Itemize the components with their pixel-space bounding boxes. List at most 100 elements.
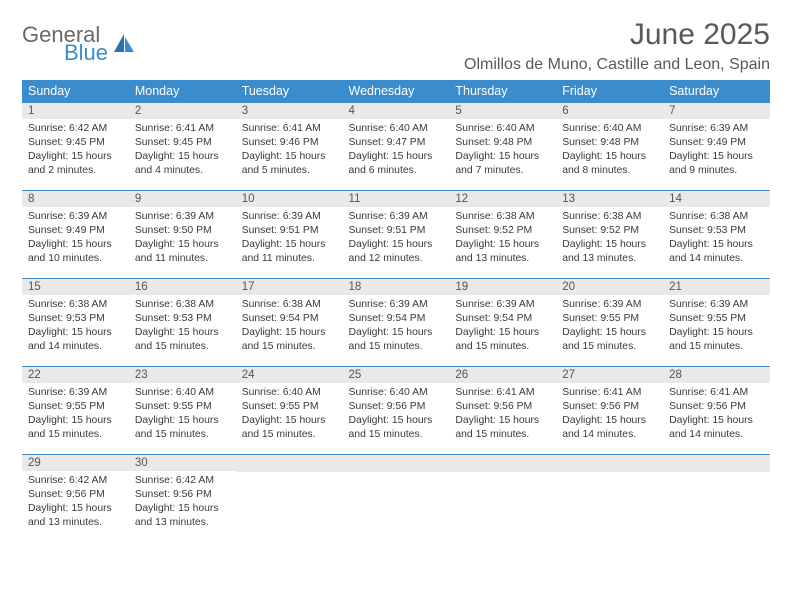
day-number: 12 [449, 191, 556, 207]
calendar-cell [449, 455, 556, 543]
day-details: Sunrise: 6:40 AMSunset: 9:55 PMDaylight:… [236, 383, 343, 446]
day-details: Sunrise: 6:40 AMSunset: 9:48 PMDaylight:… [556, 119, 663, 182]
day-number: 28 [663, 367, 770, 383]
logo: General Blue [22, 24, 136, 64]
header: General Blue June 2025 Olmillos de Muno,… [22, 18, 770, 74]
calendar-cell: 9Sunrise: 6:39 AMSunset: 9:50 PMDaylight… [129, 191, 236, 279]
day-number: 19 [449, 279, 556, 295]
day-details: Sunrise: 6:38 AMSunset: 9:53 PMDaylight:… [663, 207, 770, 270]
day-details: Sunrise: 6:38 AMSunset: 9:54 PMDaylight:… [236, 295, 343, 358]
logo-text: General Blue [22, 24, 108, 64]
calendar-cell: 29Sunrise: 6:42 AMSunset: 9:56 PMDayligh… [22, 455, 129, 543]
calendar-cell: 10Sunrise: 6:39 AMSunset: 9:51 PMDayligh… [236, 191, 343, 279]
day-number: 25 [343, 367, 450, 383]
calendar-cell: 23Sunrise: 6:40 AMSunset: 9:55 PMDayligh… [129, 367, 236, 455]
weekday-header: Friday [556, 80, 663, 103]
day-number: 2 [129, 103, 236, 119]
weekday-header: Tuesday [236, 80, 343, 103]
calendar-cell: 24Sunrise: 6:40 AMSunset: 9:55 PMDayligh… [236, 367, 343, 455]
calendar-cell: 20Sunrise: 6:39 AMSunset: 9:55 PMDayligh… [556, 279, 663, 367]
month-title: June 2025 [464, 18, 770, 52]
day-number: 4 [343, 103, 450, 119]
calendar-cell: 7Sunrise: 6:39 AMSunset: 9:49 PMDaylight… [663, 103, 770, 191]
day-details: Sunrise: 6:39 AMSunset: 9:55 PMDaylight:… [663, 295, 770, 358]
day-details: Sunrise: 6:40 AMSunset: 9:48 PMDaylight:… [449, 119, 556, 182]
day-details: Sunrise: 6:39 AMSunset: 9:54 PMDaylight:… [343, 295, 450, 358]
empty-day [343, 455, 450, 472]
day-number: 8 [22, 191, 129, 207]
day-details: Sunrise: 6:41 AMSunset: 9:46 PMDaylight:… [236, 119, 343, 182]
day-number: 11 [343, 191, 450, 207]
page: General Blue June 2025 Olmillos de Muno,… [0, 0, 792, 561]
empty-day [663, 455, 770, 472]
day-details: Sunrise: 6:39 AMSunset: 9:54 PMDaylight:… [449, 295, 556, 358]
sail-icon [112, 32, 136, 59]
weekday-header: Saturday [663, 80, 770, 103]
day-number: 14 [663, 191, 770, 207]
day-number: 17 [236, 279, 343, 295]
day-number: 9 [129, 191, 236, 207]
calendar-cell: 25Sunrise: 6:40 AMSunset: 9:56 PMDayligh… [343, 367, 450, 455]
day-details: Sunrise: 6:39 AMSunset: 9:50 PMDaylight:… [129, 207, 236, 270]
calendar-table: Sunday Monday Tuesday Wednesday Thursday… [22, 80, 770, 543]
day-details: Sunrise: 6:38 AMSunset: 9:53 PMDaylight:… [22, 295, 129, 358]
calendar-cell: 15Sunrise: 6:38 AMSunset: 9:53 PMDayligh… [22, 279, 129, 367]
day-number: 3 [236, 103, 343, 119]
calendar-week: 8Sunrise: 6:39 AMSunset: 9:49 PMDaylight… [22, 191, 770, 279]
day-number: 22 [22, 367, 129, 383]
day-number: 21 [663, 279, 770, 295]
weekday-header: Sunday [22, 80, 129, 103]
calendar-week: 22Sunrise: 6:39 AMSunset: 9:55 PMDayligh… [22, 367, 770, 455]
day-number: 23 [129, 367, 236, 383]
day-details: Sunrise: 6:39 AMSunset: 9:51 PMDaylight:… [343, 207, 450, 270]
empty-day [449, 455, 556, 472]
calendar-cell: 26Sunrise: 6:41 AMSunset: 9:56 PMDayligh… [449, 367, 556, 455]
calendar-cell: 2Sunrise: 6:41 AMSunset: 9:45 PMDaylight… [129, 103, 236, 191]
calendar-cell: 16Sunrise: 6:38 AMSunset: 9:53 PMDayligh… [129, 279, 236, 367]
day-details: Sunrise: 6:41 AMSunset: 9:56 PMDaylight:… [663, 383, 770, 446]
calendar-cell: 12Sunrise: 6:38 AMSunset: 9:52 PMDayligh… [449, 191, 556, 279]
location: Olmillos de Muno, Castille and Leon, Spa… [464, 56, 770, 74]
calendar-cell: 28Sunrise: 6:41 AMSunset: 9:56 PMDayligh… [663, 367, 770, 455]
calendar-cell: 27Sunrise: 6:41 AMSunset: 9:56 PMDayligh… [556, 367, 663, 455]
calendar-body: 1Sunrise: 6:42 AMSunset: 9:45 PMDaylight… [22, 103, 770, 543]
calendar-week: 15Sunrise: 6:38 AMSunset: 9:53 PMDayligh… [22, 279, 770, 367]
day-details: Sunrise: 6:40 AMSunset: 9:55 PMDaylight:… [129, 383, 236, 446]
day-details: Sunrise: 6:39 AMSunset: 9:55 PMDaylight:… [556, 295, 663, 358]
calendar-cell: 18Sunrise: 6:39 AMSunset: 9:54 PMDayligh… [343, 279, 450, 367]
weekday-header: Wednesday [343, 80, 450, 103]
day-number: 27 [556, 367, 663, 383]
day-details: Sunrise: 6:42 AMSunset: 9:56 PMDaylight:… [129, 471, 236, 534]
day-number: 16 [129, 279, 236, 295]
day-details: Sunrise: 6:39 AMSunset: 9:51 PMDaylight:… [236, 207, 343, 270]
day-number: 1 [22, 103, 129, 119]
day-details: Sunrise: 6:41 AMSunset: 9:56 PMDaylight:… [449, 383, 556, 446]
calendar-cell: 19Sunrise: 6:39 AMSunset: 9:54 PMDayligh… [449, 279, 556, 367]
empty-day [236, 455, 343, 472]
weekday-row: Sunday Monday Tuesday Wednesday Thursday… [22, 80, 770, 103]
day-number: 20 [556, 279, 663, 295]
day-details: Sunrise: 6:38 AMSunset: 9:52 PMDaylight:… [556, 207, 663, 270]
calendar-cell: 4Sunrise: 6:40 AMSunset: 9:47 PMDaylight… [343, 103, 450, 191]
day-details: Sunrise: 6:41 AMSunset: 9:56 PMDaylight:… [556, 383, 663, 446]
title-block: June 2025 Olmillos de Muno, Castille and… [464, 18, 770, 74]
weekday-header: Monday [129, 80, 236, 103]
day-details: Sunrise: 6:41 AMSunset: 9:45 PMDaylight:… [129, 119, 236, 182]
calendar-cell: 17Sunrise: 6:38 AMSunset: 9:54 PMDayligh… [236, 279, 343, 367]
day-number: 7 [663, 103, 770, 119]
day-details: Sunrise: 6:39 AMSunset: 9:49 PMDaylight:… [22, 207, 129, 270]
day-number: 18 [343, 279, 450, 295]
calendar-cell: 1Sunrise: 6:42 AMSunset: 9:45 PMDaylight… [22, 103, 129, 191]
day-number: 6 [556, 103, 663, 119]
day-details: Sunrise: 6:39 AMSunset: 9:55 PMDaylight:… [22, 383, 129, 446]
calendar-cell: 14Sunrise: 6:38 AMSunset: 9:53 PMDayligh… [663, 191, 770, 279]
calendar-week: 29Sunrise: 6:42 AMSunset: 9:56 PMDayligh… [22, 455, 770, 543]
day-number: 13 [556, 191, 663, 207]
day-details: Sunrise: 6:38 AMSunset: 9:52 PMDaylight:… [449, 207, 556, 270]
day-details: Sunrise: 6:40 AMSunset: 9:47 PMDaylight:… [343, 119, 450, 182]
day-details: Sunrise: 6:42 AMSunset: 9:45 PMDaylight:… [22, 119, 129, 182]
calendar-cell: 3Sunrise: 6:41 AMSunset: 9:46 PMDaylight… [236, 103, 343, 191]
calendar-week: 1Sunrise: 6:42 AMSunset: 9:45 PMDaylight… [22, 103, 770, 191]
day-number: 15 [22, 279, 129, 295]
day-number: 29 [22, 455, 129, 471]
